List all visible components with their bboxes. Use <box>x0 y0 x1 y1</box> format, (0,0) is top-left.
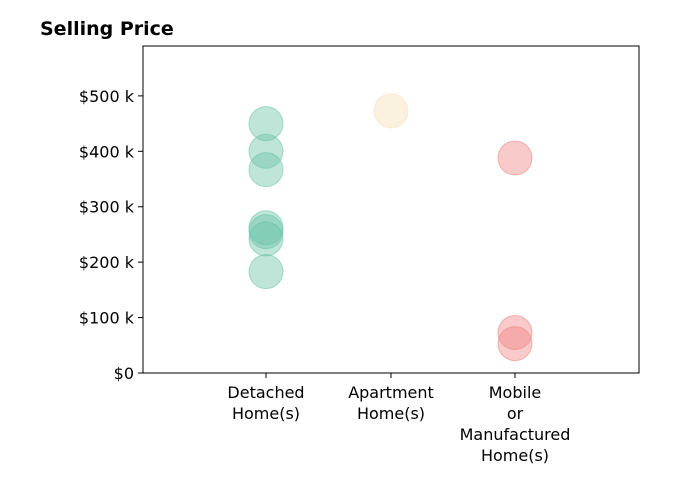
x-tick-label: Home(s) <box>481 446 549 465</box>
data-point <box>497 140 533 176</box>
data-point <box>248 106 284 142</box>
data-point <box>248 214 284 250</box>
x-tick-label: or <box>507 404 524 423</box>
data-points <box>248 93 533 362</box>
y-tick-label: $0 <box>114 364 134 383</box>
y-tick-label: $100 k <box>79 309 135 328</box>
data-point <box>497 326 533 362</box>
y-tick-label: $200 k <box>79 253 135 272</box>
data-point <box>373 93 409 129</box>
data-point <box>248 152 284 188</box>
y-tick-label: $500 k <box>79 87 135 106</box>
chart-title: Selling Price <box>40 18 174 40</box>
y-axis: $0 $100 k $200 k $300 k $400 k $500 k <box>79 87 143 383</box>
x-tick-label: Apartment <box>348 383 434 402</box>
y-tick-label: $400 k <box>79 142 135 161</box>
data-point <box>248 254 284 290</box>
y-tick-label: $300 k <box>79 198 135 217</box>
x-axis: Detached Home(s) Apartment Home(s) Mobile or M… <box>227 373 570 465</box>
x-tick-label: Detached <box>227 383 304 402</box>
x-tick-label: Manufactured <box>460 425 571 444</box>
x-tick-label: Mobile <box>489 383 541 402</box>
x-tick-label: Home(s) <box>357 404 425 423</box>
data-point <box>248 221 284 257</box>
data-point <box>497 315 533 351</box>
data-point <box>248 133 284 169</box>
x-tick-label: Home(s) <box>232 404 300 423</box>
